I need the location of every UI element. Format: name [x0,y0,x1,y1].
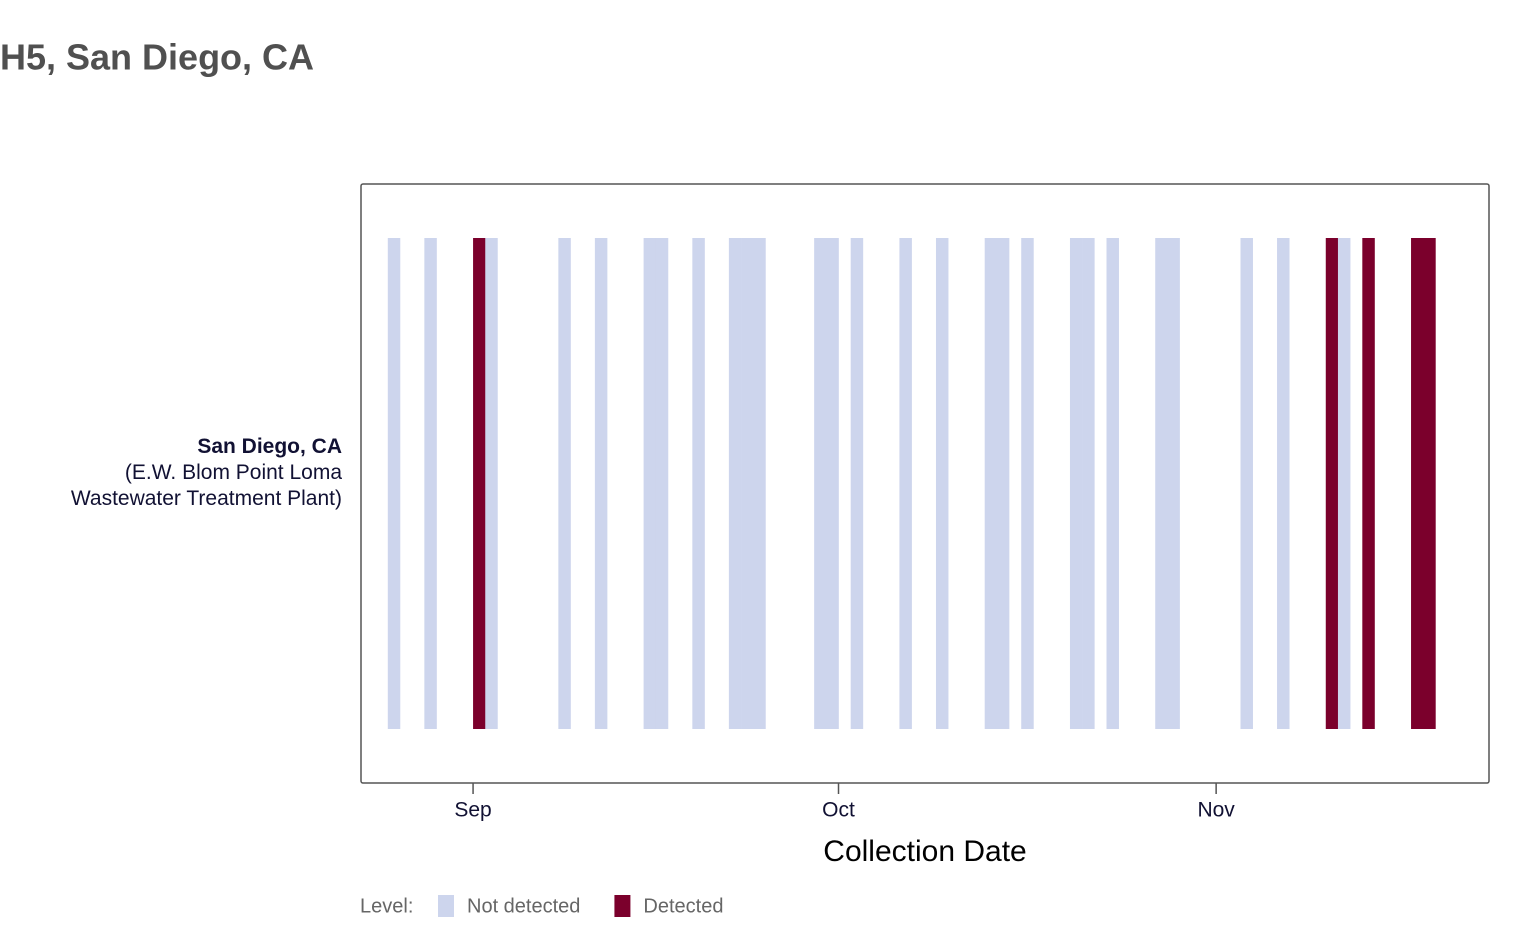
tile [643,238,657,729]
x-tick-label: Sep [454,799,491,822]
tile [1337,238,1351,729]
tile [1325,238,1339,729]
tile [984,238,998,729]
tile [485,238,498,729]
plot-frame [360,183,1490,784]
tile [1277,238,1290,729]
legend-swatch [438,895,454,917]
tile [1082,238,1095,729]
tile [1106,238,1119,729]
tile [826,238,839,729]
tile [850,238,864,729]
tile [424,238,437,729]
legend-swatch [614,895,631,917]
legend-title: Level: [360,895,413,917]
legend-label: Detected [643,895,723,917]
tile [1069,238,1083,729]
y-category-label: San Diego, CA (E.W. Blom Point Loma Wast… [60,434,342,512]
tile [1240,238,1253,729]
tile [741,238,754,729]
tile [594,238,608,729]
chart-title: H5, San Diego, CA [0,37,314,78]
tile [1411,238,1424,729]
x-axis-label: Collection Date [823,835,1026,868]
tile [1155,238,1168,729]
tile [1167,238,1180,729]
y-category-name: San Diego, CA [197,435,342,458]
tile [1021,238,1034,729]
tile [473,238,486,729]
legend-label: Not detected [467,895,580,917]
tile [728,238,742,729]
tile [655,238,669,729]
tile [814,238,827,729]
y-category: San Diego, CA (E.W. Blom Point Loma Wast… [60,434,342,512]
tile [899,238,912,729]
tile [558,238,571,729]
tile [753,238,766,729]
tile [1423,238,1436,729]
y-category-detail: (E.W. Blom Point Loma Wastewater Treatme… [70,461,342,510]
x-tick-label: Nov [1197,799,1235,822]
tile [935,238,949,729]
tile [387,238,401,729]
x-tick-label: Oct [822,799,855,822]
tile [1362,238,1375,729]
tile [996,238,1010,729]
tile [692,238,705,729]
